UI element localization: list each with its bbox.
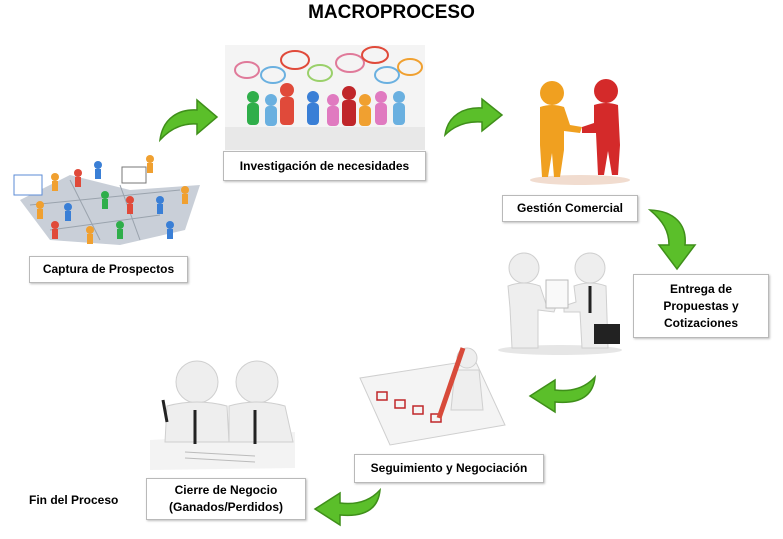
- step-follow-up-negotiation: Seguimiento y Negociación: [354, 454, 544, 483]
- checklist-illustration: [359, 347, 506, 446]
- handshake-illustration: [530, 79, 630, 185]
- diagram-title: MACROPROCESO: [308, 2, 475, 23]
- step-commercial-management: Gestión Comercial: [502, 195, 638, 222]
- deal-closing-illustration: [150, 360, 295, 470]
- proposal-delivery-illustration: [498, 252, 622, 355]
- curved-arrow-1: [158, 98, 219, 143]
- step-needs-research: Investigación de necesidades: [223, 151, 426, 181]
- step-proposal-delivery: Entrega de Propuestas y Cotizaciones: [633, 274, 769, 338]
- step-process-end: Fin del Proceso: [29, 493, 119, 507]
- prospects-network-illustration: [13, 155, 200, 245]
- curved-arrow-3: [647, 209, 697, 271]
- curved-arrow-2: [443, 97, 504, 138]
- curved-arrow-5: [313, 487, 381, 527]
- crowd-speech-illustration: [225, 45, 425, 150]
- step-deal-closing: Cierre de Negocio (Ganados/Perdidos): [146, 478, 306, 520]
- curved-arrow-4: [528, 374, 596, 414]
- step-prospect-capture: Captura de Prospectos: [29, 256, 188, 283]
